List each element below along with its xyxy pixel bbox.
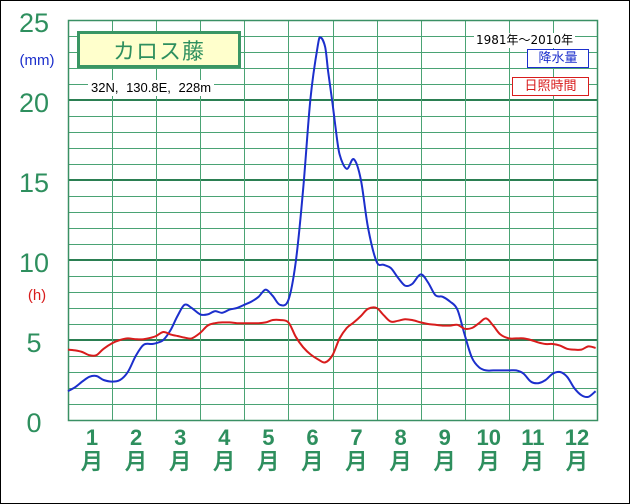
month-unit-label: 月: [389, 449, 412, 474]
y-tick-label: 0: [26, 408, 41, 438]
month-number-label: 6: [306, 425, 318, 450]
month-unit-label: 月: [521, 449, 544, 474]
station-location: 32N, 130.8E, 228m: [88, 80, 215, 96]
month-number-label: 3: [174, 425, 186, 450]
station-title-box: カロス藤: [77, 31, 241, 68]
month-unit-label: 月: [477, 449, 500, 474]
month-unit-label: 月: [168, 449, 191, 474]
month-unit-label: 月: [80, 449, 103, 474]
month-number-label: 10: [477, 425, 501, 450]
series-line-precipitation: [67, 36, 597, 399]
y-tick-label: 15: [19, 168, 49, 198]
month-number-label: 2: [130, 425, 142, 450]
plot-border: [67, 19, 599, 422]
month-number-label: 9: [439, 425, 451, 450]
y-tick-label: 25: [19, 8, 49, 38]
series-line-sunshine: [67, 306, 596, 364]
y-unit-precipitation: (mm): [20, 52, 55, 69]
month-number-label: 11: [521, 425, 544, 450]
month-unit-label: 月: [256, 449, 279, 474]
month-number-label: 1: [86, 425, 98, 450]
period-label: 1981年～2010年: [474, 33, 576, 48]
y-unit-sunshine: (h): [28, 287, 46, 304]
month-number-label: 12: [565, 425, 589, 450]
legend-precipitation: 降水量: [527, 49, 589, 68]
y-tick-label: 10: [19, 248, 49, 278]
month-number-label: 7: [350, 425, 362, 450]
month-number-label: 8: [395, 425, 407, 450]
station-name: カロス藤: [112, 39, 205, 65]
y-tick-label: 5: [26, 328, 41, 358]
legend-sunshine: 日照時間: [512, 77, 589, 96]
month-unit-label: 月: [345, 449, 368, 474]
series-lines: [67, 36, 597, 399]
month-unit-label: 月: [565, 449, 588, 474]
month-number-label: 4: [218, 425, 231, 450]
y-axis-ticks: 0 5 10 15 20 25: [19, 8, 49, 438]
month-unit-label: 月: [212, 449, 235, 474]
y-tick-label: 20: [19, 88, 49, 118]
month-unit-label: 月: [433, 449, 456, 474]
month-unit-label: 月: [300, 449, 323, 474]
month-unit-label: 月: [124, 449, 147, 474]
month-number-label: 5: [262, 425, 274, 450]
